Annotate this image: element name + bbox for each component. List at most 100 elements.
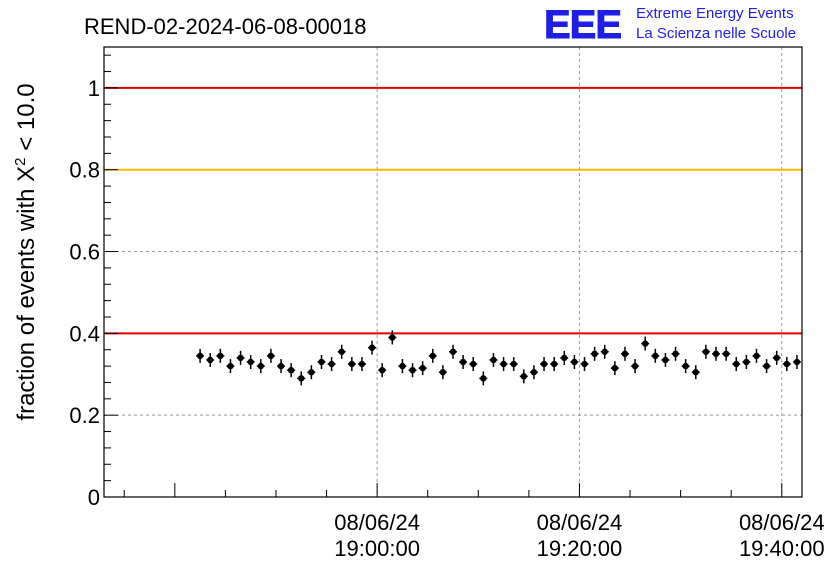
data-point xyxy=(287,363,296,378)
point-marker xyxy=(419,364,426,372)
data-point xyxy=(438,365,447,380)
point-marker xyxy=(682,362,689,370)
data-point xyxy=(580,357,589,372)
point-marker xyxy=(722,350,730,358)
data-point xyxy=(712,346,721,361)
point-marker xyxy=(561,354,568,362)
eee-logo: EEE Extreme Energy Events La Scienza nel… xyxy=(544,3,797,48)
data-point xyxy=(489,352,498,367)
data-point xyxy=(428,348,437,363)
point-marker xyxy=(449,348,457,355)
point-marker xyxy=(530,369,538,376)
data-point xyxy=(368,340,377,355)
point-marker xyxy=(409,366,416,374)
data-point xyxy=(317,355,326,369)
data-point xyxy=(570,355,579,369)
data-point xyxy=(337,344,346,359)
point-marker xyxy=(470,360,477,368)
point-marker xyxy=(672,350,679,358)
point-marker xyxy=(277,362,285,370)
x-tick-label-date: 08/06/24 xyxy=(739,510,825,535)
data-point xyxy=(236,350,245,365)
point-marker xyxy=(227,362,234,370)
y-axis: 0 0.2 0.4 0.6 0.8 1 xyxy=(69,54,118,510)
data-point xyxy=(256,359,265,374)
data-point xyxy=(610,361,619,376)
point-marker xyxy=(490,356,497,364)
point-marker xyxy=(217,352,224,360)
point-marker xyxy=(753,352,760,360)
data-point xyxy=(540,357,549,372)
data-point xyxy=(509,357,518,372)
data-point xyxy=(459,355,468,369)
data-point xyxy=(671,346,680,361)
data-point xyxy=(327,357,336,372)
point-marker xyxy=(298,375,305,382)
point-marker xyxy=(631,362,639,370)
data-point xyxy=(479,371,488,386)
point-marker xyxy=(783,360,791,368)
data-point xyxy=(408,363,417,378)
point-marker xyxy=(591,350,598,358)
grid-lines xyxy=(104,47,802,497)
data-point xyxy=(297,371,306,386)
point-marker xyxy=(520,373,528,380)
point-marker xyxy=(480,375,487,382)
x-tick-label-date: 08/06/24 xyxy=(334,510,420,535)
logo-line1: Extreme Energy Events xyxy=(636,5,794,22)
point-marker xyxy=(378,366,386,374)
point-marker xyxy=(500,360,507,368)
x-axis: 08/06/2419:00:0008/06/2419:20:0008/06/24… xyxy=(123,483,825,561)
point-marker xyxy=(358,360,366,368)
data-point xyxy=(277,359,286,374)
point-marker xyxy=(257,362,264,370)
x-tick-label-date: 08/06/24 xyxy=(537,510,623,535)
point-marker xyxy=(308,369,315,376)
point-marker xyxy=(267,352,275,360)
data-point xyxy=(620,346,629,361)
data-point xyxy=(732,357,741,372)
data-point xyxy=(226,359,235,374)
x-tick-label-time: 19:00:00 xyxy=(334,536,420,561)
reference-lines xyxy=(104,86,802,335)
point-marker xyxy=(692,369,699,376)
data-point xyxy=(196,348,205,363)
data-point xyxy=(752,348,761,363)
point-marker xyxy=(712,350,720,358)
data-point xyxy=(661,352,670,367)
point-marker xyxy=(743,358,750,366)
data-point xyxy=(388,330,397,345)
y-tick-label: 1 xyxy=(88,76,100,101)
data-point xyxy=(266,348,275,363)
point-marker xyxy=(621,350,629,358)
data-point xyxy=(772,350,781,365)
y-tick-label: 0 xyxy=(88,485,100,510)
point-marker xyxy=(540,360,548,368)
point-marker xyxy=(459,358,467,366)
point-marker xyxy=(287,366,295,374)
data-point xyxy=(519,369,528,384)
point-marker xyxy=(247,358,254,366)
data-point xyxy=(701,344,710,359)
data-point xyxy=(560,350,569,365)
point-marker xyxy=(318,358,325,366)
point-marker xyxy=(237,354,244,362)
data-point xyxy=(449,344,457,359)
point-marker xyxy=(733,360,740,368)
y-tick-label: 0.4 xyxy=(69,321,100,346)
point-marker xyxy=(368,344,376,351)
point-marker xyxy=(338,348,345,355)
point-marker xyxy=(550,360,558,368)
point-marker xyxy=(662,356,669,364)
point-marker xyxy=(348,360,356,368)
data-point xyxy=(782,357,791,372)
point-marker xyxy=(601,348,608,355)
point-marker xyxy=(328,360,335,368)
data-point xyxy=(357,357,366,372)
data-point xyxy=(651,348,660,363)
data-point xyxy=(378,363,387,378)
data-point xyxy=(691,365,700,380)
point-marker xyxy=(439,369,447,376)
data-point xyxy=(246,355,255,369)
